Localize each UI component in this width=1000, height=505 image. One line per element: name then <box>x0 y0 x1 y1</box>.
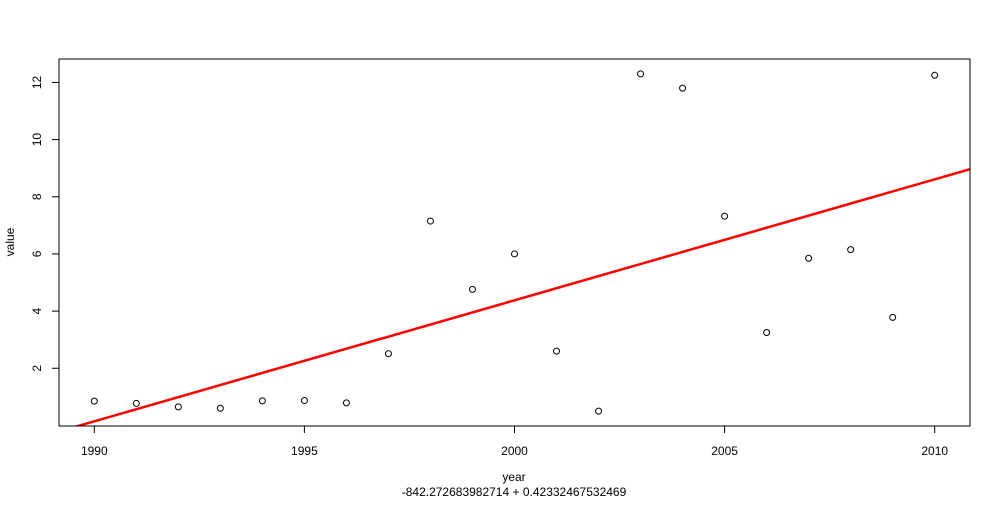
x-axis-label: year <box>502 470 525 484</box>
y-tick-label: 8 <box>30 193 44 200</box>
regression-line <box>73 167 970 426</box>
data-point <box>553 347 561 355</box>
data-point <box>511 250 518 258</box>
data-point <box>763 329 771 337</box>
data-point <box>342 399 350 407</box>
y-tick-label: 2 <box>30 365 44 372</box>
data-point <box>132 399 140 407</box>
data-point <box>595 407 603 415</box>
x-tick-label: 2010 <box>921 444 948 458</box>
data-point <box>931 71 939 79</box>
y-tick-label: 4 <box>30 307 44 314</box>
y-axis-label: value <box>3 227 17 256</box>
data-point <box>889 313 897 321</box>
x-tick-label: 2000 <box>501 444 528 458</box>
data-point <box>468 285 476 293</box>
x-axis: 1990 1995 2000 2005 2010 <box>81 426 948 458</box>
points-layer <box>90 70 939 415</box>
y-axis: 2 4 6 8 10 12 <box>30 75 59 372</box>
x-tick-label: 1990 <box>81 444 108 458</box>
data-point <box>679 84 687 92</box>
y-tick-label: 10 <box>30 133 44 147</box>
data-point <box>847 246 855 254</box>
chart-subtitle: -842.272683982714 + 0.42332467532469 <box>402 485 627 499</box>
data-point <box>384 350 392 358</box>
x-tick-label: 2005 <box>711 444 738 458</box>
data-point <box>426 217 434 225</box>
y-tick-label: 12 <box>30 75 44 89</box>
data-point <box>300 397 308 405</box>
data-point <box>216 404 224 412</box>
data-point <box>637 70 645 78</box>
data-point <box>258 397 266 405</box>
plot-frame <box>58 58 971 427</box>
data-point <box>174 403 182 411</box>
data-point <box>721 212 729 220</box>
y-tick-label: 6 <box>30 250 44 257</box>
regression-layer <box>73 167 970 426</box>
data-point <box>90 397 98 405</box>
data-point <box>805 254 813 262</box>
x-tick-label: 1995 <box>291 444 318 458</box>
